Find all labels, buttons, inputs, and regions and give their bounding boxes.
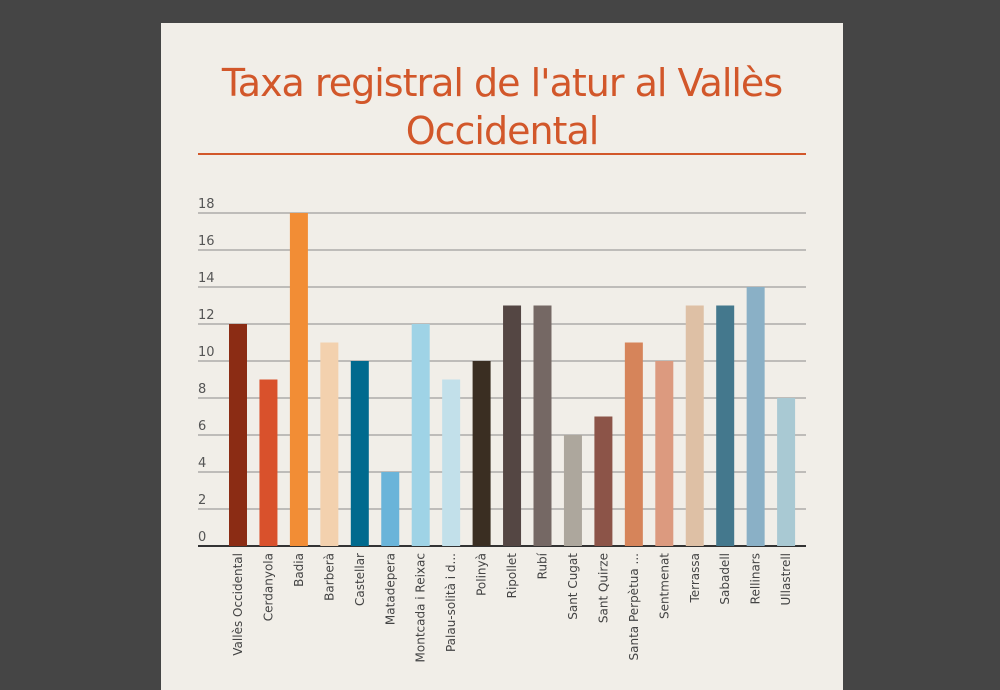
y-tick-label-18: 18 <box>198 197 215 212</box>
bar-12 <box>594 416 613 546</box>
bar-2 <box>289 213 308 546</box>
x-tick-label-4: Castellar <box>353 553 367 606</box>
x-tick-label-7: Palau-solità i d... <box>444 553 458 652</box>
bar-5 <box>381 472 400 546</box>
x-tick-label-15: Terrassa <box>688 553 702 604</box>
bar-16 <box>716 305 735 546</box>
x-tick-label-10: Rubí <box>536 552 550 579</box>
bar-6 <box>411 324 430 546</box>
bar-13 <box>624 342 643 546</box>
title-divider <box>198 153 806 155</box>
x-tick-label-3: Barberà <box>322 553 336 601</box>
y-tick-label-16: 16 <box>198 234 215 249</box>
bar-14 <box>655 361 674 546</box>
bar-3 <box>320 342 339 546</box>
bar-17 <box>746 287 765 546</box>
y-tick-label-12: 12 <box>198 308 215 323</box>
y-tick-label-6: 6 <box>198 419 206 434</box>
x-tick-label-1: Cerdanyola <box>261 553 275 621</box>
x-tick-label-18: Ullastrell <box>779 553 793 605</box>
bar-0 <box>229 324 247 546</box>
x-tick-label-12: Sant Quirze <box>596 553 610 623</box>
bar-9 <box>503 305 522 546</box>
bar-7 <box>442 379 461 546</box>
x-tick-label-14: Sentmenat <box>657 553 671 619</box>
bar-15 <box>685 305 704 546</box>
y-tick-label-2: 2 <box>198 493 206 508</box>
bar-1 <box>259 379 278 546</box>
chart-title: Taxa registral de l'atur al Vallès Occid… <box>221 61 783 153</box>
x-tick-label-11: Sant Cugat <box>566 553 580 620</box>
x-tick-label-5: Matadepera <box>383 553 397 625</box>
bar-10 <box>533 305 552 546</box>
x-tick-label-13: Santa Perpètua ... <box>627 553 641 661</box>
x-tick-label-17: Rellinars <box>749 553 763 604</box>
bar-4 <box>350 361 369 546</box>
y-tick-label-4: 4 <box>198 456 206 471</box>
bar-11 <box>563 435 582 546</box>
x-tick-label-16: Sabadell <box>718 553 732 605</box>
bar-chart: 0 2 4 6 8 10 12 14 16 18 Vallès Occidental Cerdanyo… <box>198 197 806 662</box>
chart-panel: Taxa registral de l'atur al Vallès Occid… <box>161 23 843 690</box>
y-tick-label-8: 8 <box>198 382 206 397</box>
x-tick-label-6: Montcada i Reixac <box>414 553 428 662</box>
bar-8 <box>472 361 491 546</box>
x-tick-label-9: Ripollet <box>505 553 519 599</box>
x-tick-label-2: Badia <box>292 553 306 587</box>
bar-18 <box>777 398 796 546</box>
y-tick-label-10: 10 <box>198 345 215 360</box>
x-tick-label-0: Vallès Occidental <box>231 553 245 656</box>
y-tick-label-14: 14 <box>198 271 215 286</box>
x-tick-label-8: Polinyà <box>475 553 489 596</box>
y-tick-label-0: 0 <box>198 530 206 545</box>
